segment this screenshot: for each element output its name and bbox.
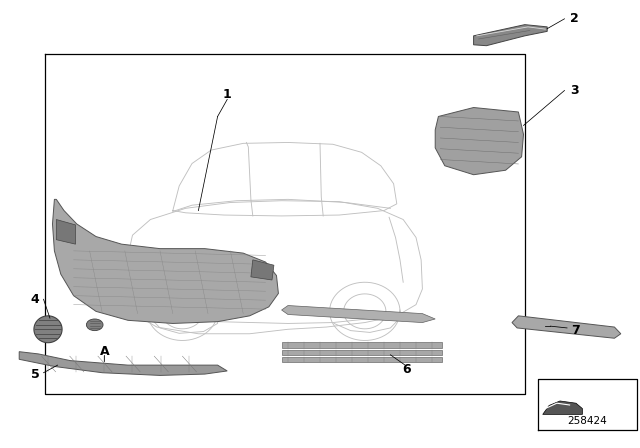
Polygon shape — [251, 260, 274, 280]
Polygon shape — [19, 352, 227, 375]
Text: 6: 6 — [402, 363, 411, 376]
Text: 1: 1 — [223, 88, 232, 102]
Polygon shape — [435, 108, 524, 175]
Circle shape — [86, 319, 103, 331]
Bar — [282, 342, 442, 348]
Text: 258424: 258424 — [567, 417, 607, 426]
Polygon shape — [56, 220, 76, 244]
Polygon shape — [543, 401, 582, 414]
Bar — [282, 350, 442, 355]
Polygon shape — [34, 316, 62, 343]
Polygon shape — [52, 199, 278, 323]
Polygon shape — [474, 25, 547, 46]
Text: A: A — [99, 345, 109, 358]
Text: 4: 4 — [31, 293, 40, 306]
Text: 3: 3 — [570, 84, 579, 97]
Polygon shape — [282, 306, 435, 323]
Text: 7: 7 — [572, 324, 580, 337]
Text: 5: 5 — [31, 367, 40, 381]
Bar — [282, 357, 442, 362]
Text: 2: 2 — [570, 12, 579, 26]
Polygon shape — [512, 316, 621, 338]
